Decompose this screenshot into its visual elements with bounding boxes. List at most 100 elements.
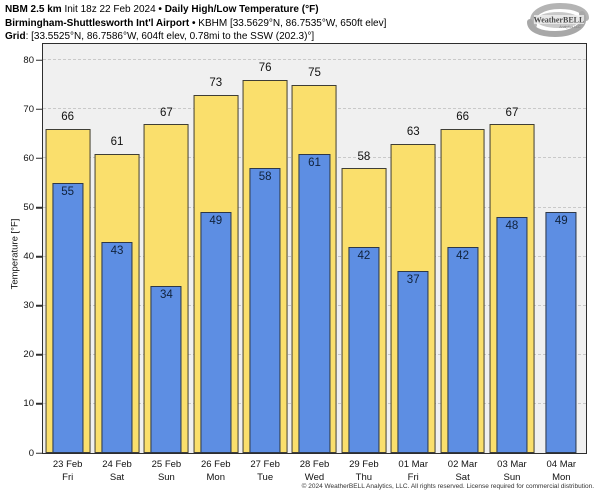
x-tick-label: 29 Feb Thu — [339, 458, 388, 484]
low-bar: 48 — [496, 217, 528, 453]
y-tick-label: 30 — [23, 299, 34, 311]
x-tick-day: Sat — [455, 472, 470, 483]
low-value-label: 34 — [159, 289, 173, 302]
x-tick-date: 28 Feb — [299, 459, 330, 470]
bar-group: 67 48 03 Mar Sun — [487, 44, 536, 483]
bar-group: 73 49 26 Feb Mon — [191, 44, 240, 483]
y-tick-label: 80 — [23, 54, 34, 66]
y-tick-label: 60 — [23, 152, 34, 164]
low-value-label: 55 — [61, 185, 75, 198]
low-value-label: 49 — [554, 215, 568, 228]
y-tick-mark — [36, 403, 42, 405]
x-tick-label: 24 Feb Sat — [92, 458, 141, 484]
high-value-label: 67 — [160, 106, 173, 119]
station-details: KBHM [33.5629°N, 86.7535°W, 650ft elev] — [195, 17, 387, 29]
low-bar: 58 — [249, 168, 281, 453]
logo-subtext: Analytics LLC — [559, 25, 581, 29]
y-tick-mark — [36, 108, 42, 111]
low-value-label: 58 — [258, 171, 272, 184]
high-value-label: 61 — [110, 136, 124, 148]
x-tick-day: Sun — [503, 472, 521, 483]
plot-area: 0 10 20 30 40 50 60 70 80 66 55 23 Feb Fri 61 43 24 Feb… — [23, 43, 587, 483]
high-value-label: 73 — [209, 77, 223, 90]
low-value-label: 48 — [505, 220, 519, 233]
weatherbell-swirl-icon: WeatherBELL Analytics LLC — [527, 2, 589, 38]
y-tick-mark — [36, 59, 42, 61]
y-tick-mark — [36, 255, 42, 258]
high-value-label: 76 — [258, 62, 272, 75]
logo-text: WeatherBELL — [534, 16, 585, 25]
low-bar: 42 — [447, 246, 479, 453]
x-tick-label: 25 Feb Sun — [142, 458, 191, 484]
low-bar: 49 — [200, 212, 232, 453]
low-value-label: 37 — [406, 274, 420, 287]
y-tick-label: 20 — [23, 349, 34, 361]
low-value-label: 43 — [110, 244, 124, 257]
x-tick-day: Wed — [304, 472, 325, 483]
low-bar: 55 — [52, 182, 84, 453]
y-tick-mark — [36, 206, 42, 209]
station-name: Birmingham-Shuttlesworth Int'l Airport • — [5, 17, 196, 29]
gridline — [43, 59, 586, 61]
low-bar: 42 — [348, 246, 380, 453]
low-value-label: 49 — [209, 215, 223, 228]
x-tick-date: 23 Feb — [52, 459, 83, 470]
title-line-grid: Grid: [33.5525°N, 86.7586°W, 604ft elev,… — [5, 30, 386, 44]
bar-group: 49 04 Mar Mon — [537, 44, 586, 483]
y-tick-label: 0 — [28, 447, 34, 459]
y-tick-label: 70 — [23, 103, 34, 115]
bar-group: 58 42 29 Feb Thu — [339, 44, 388, 483]
y-tick-label: 40 — [23, 250, 34, 262]
bar-group: 67 34 25 Feb Sun — [142, 44, 191, 483]
x-tick-label: 27 Feb Tue — [240, 458, 289, 484]
high-value-label: 75 — [308, 67, 321, 80]
x-tick-day: Mon — [552, 472, 571, 483]
x-tick-day: Fri — [407, 472, 419, 483]
low-bar: 43 — [101, 241, 133, 453]
x-tick-date: 25 Feb — [151, 459, 182, 470]
bar-group: 63 37 01 Mar Fri — [389, 44, 438, 483]
bar-group: 75 61 28 Feb Wed — [290, 44, 339, 483]
weatherbell-logo: WeatherBELL Analytics LLC — [522, 2, 594, 38]
x-tick-day: Sat — [109, 472, 125, 483]
x-tick-day: Fri — [62, 472, 74, 483]
x-tick-label: 23 Feb Fri — [43, 458, 92, 484]
bar-group: 66 55 23 Feb Fri — [43, 44, 92, 483]
y-tick-label: 50 — [23, 201, 34, 213]
high-value-label: 66 — [456, 111, 469, 124]
x-tick-date: 01 Mar — [398, 459, 428, 470]
low-bar: 34 — [150, 286, 182, 453]
high-value-label: 67 — [505, 106, 519, 119]
x-tick-date: 04 Mar — [546, 459, 577, 470]
y-tick-mark — [36, 157, 42, 160]
bar-group: 61 43 24 Feb Sat — [92, 44, 141, 483]
x-tick-date: 02 Mar — [447, 459, 478, 470]
x-tick-label: 01 Mar Fri — [389, 458, 438, 484]
y-tick-mark — [36, 452, 42, 454]
low-bar: 49 — [545, 212, 577, 453]
x-tick-day: Mon — [206, 472, 225, 483]
low-bar: 61 — [298, 153, 331, 453]
y-tick-mark — [36, 304, 42, 307]
init-time: Init 18z 22 Feb 2024 — [61, 4, 159, 15]
low-value-label: 42 — [456, 249, 469, 262]
x-tick-day: Tue — [257, 472, 274, 483]
x-tick-day: Thu — [355, 472, 373, 483]
low-value-label: 42 — [357, 249, 371, 262]
title-line-model: NBM 2.5 km Init 18z 22 Feb 2024 • Daily … — [5, 3, 386, 17]
y-tick-mark — [36, 354, 42, 356]
high-value-label: 58 — [357, 150, 371, 163]
low-bar: 37 — [397, 271, 429, 453]
bar-group: 76 58 27 Feb Tue — [240, 44, 289, 483]
model-name: NBM 2.5 km — [5, 4, 62, 15]
high-value-label: 66 — [61, 111, 75, 124]
x-tick-label: 28 Feb Wed — [290, 458, 339, 484]
copyright-footer: © 2024 WeatherBELL Analytics, LLC. All r… — [301, 483, 594, 490]
bar-group: 66 42 02 Mar Sat — [438, 44, 487, 483]
grid-details: : [33.5525°N, 86.7586°W, 604ft elev, 0.7… — [25, 31, 315, 42]
chart-header: NBM 2.5 km Init 18z 22 Feb 2024 • Daily … — [5, 3, 386, 44]
y-axis-title-text: Temperature [°F] — [9, 218, 21, 290]
grid-label: Grid — [5, 31, 26, 42]
x-tick-label: 26 Feb Mon — [191, 458, 240, 484]
